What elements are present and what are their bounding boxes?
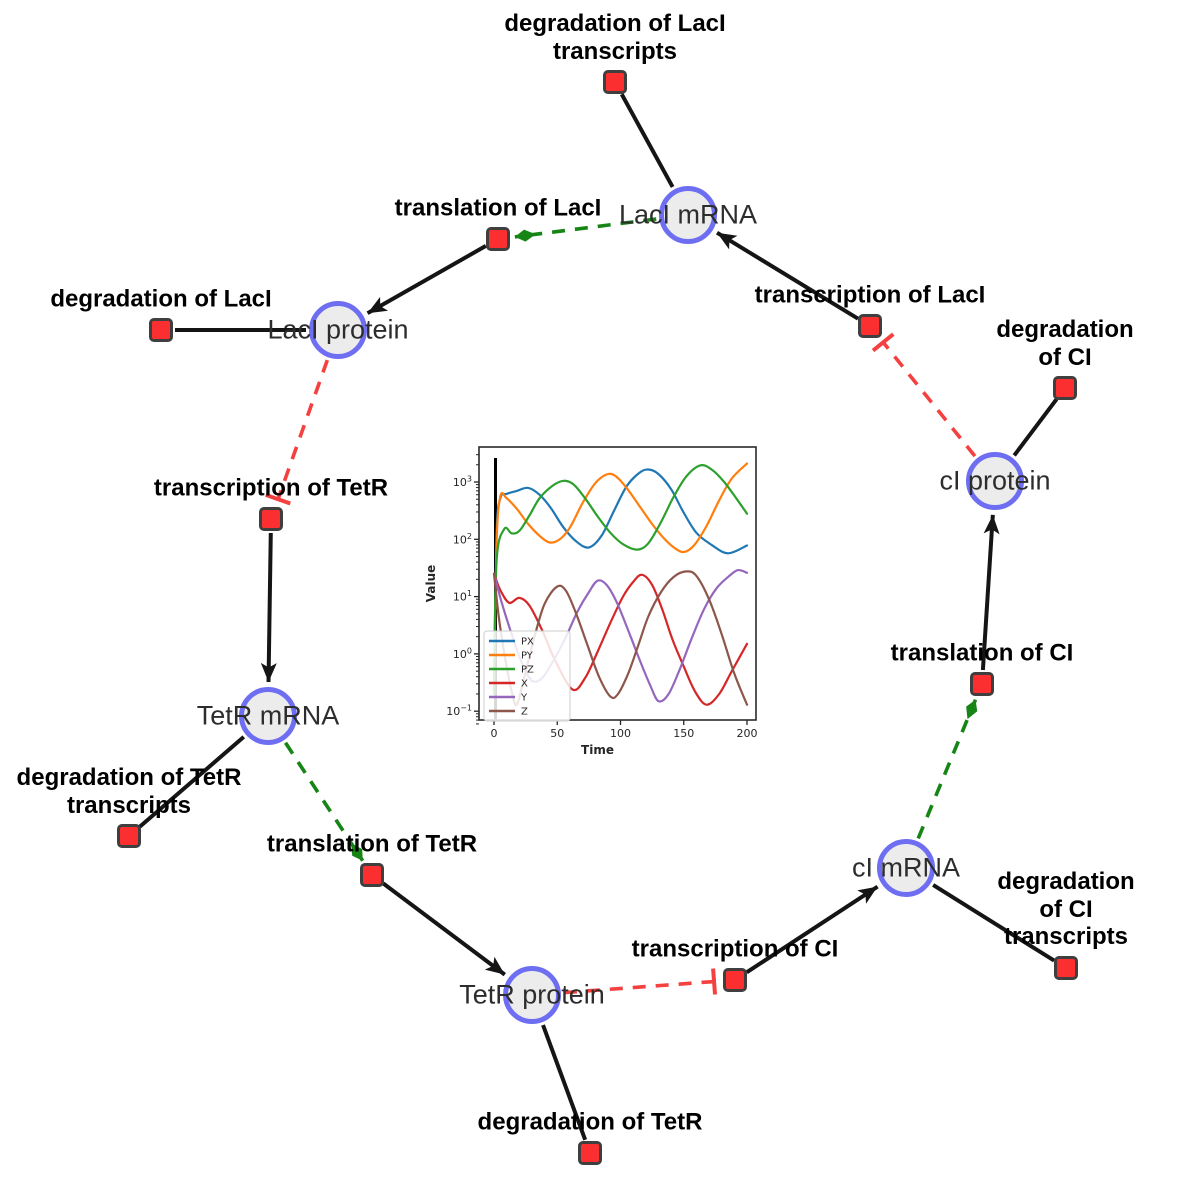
edge-product-transl_CI-cI_protein — [980, 514, 1000, 671]
reaction-node-transc_LacI[interactable] — [858, 314, 882, 338]
species-label-TetR_protein: TetR protein — [459, 979, 605, 1010]
reaction-label-transc_CI: transcription of CI — [631, 935, 839, 963]
reaction-node-deg_TetR[interactable] — [578, 1141, 602, 1165]
edge-reactant-TetR_mRNA-deg_TetR_tr — [138, 735, 246, 829]
legend-label-PX: PX — [521, 637, 534, 648]
timecourse-plot: 0 50 100 150 200 10−1 100 101 102 103 Time Value PX P… — [423, 436, 775, 768]
species-node-TetR_mRNA[interactable] — [239, 687, 297, 745]
species-label-cI_mRNA: cI mRNA — [852, 852, 960, 883]
reaction-label-deg_CI_tr: degradation of CI transcripts — [997, 868, 1135, 951]
y-tick-label: 101 — [453, 589, 472, 604]
legend-box — [483, 630, 571, 722]
y-axis-label: Value — [424, 565, 438, 603]
y-tick-label: 10−1 — [446, 704, 472, 719]
plot-frame — [478, 446, 757, 721]
species-label-LacI_protein: LacI protein — [267, 314, 409, 345]
x-tick-label: 50 — [550, 727, 564, 740]
reaction-node-transl_LacI[interactable] — [486, 227, 510, 251]
legend-label-Y: Y — [520, 693, 528, 704]
species-node-TetR_protein[interactable] — [503, 966, 561, 1024]
x-tick-label: 150 — [673, 727, 694, 740]
series-line-PX — [492, 468, 749, 696]
series-line-X — [492, 572, 749, 706]
reaction-node-transc_TetR[interactable] — [259, 507, 283, 531]
species-node-LacI_mRNA[interactable] — [659, 186, 717, 244]
edge-modifier-LacI_mRNA-transl_LacI — [514, 217, 657, 242]
reaction-label-deg_LacI_tr: degradation of LacI transcripts — [504, 9, 726, 65]
edge-inhibition-LacI_protein-transc_TetR — [265, 359, 330, 506]
edge-product-transc_TetR-TetR_mRNA — [260, 532, 277, 683]
species-label-LacI_mRNA: LacI mRNA — [618, 199, 758, 230]
x-tick-label: 100 — [610, 727, 631, 740]
reaction-node-transl_TetR[interactable] — [360, 863, 384, 887]
series-line-PZ — [492, 464, 749, 696]
x-axis-label: Time — [581, 743, 614, 757]
x-tick-label: 0 — [491, 727, 498, 740]
edge-reactant-cI_mRNA-deg_CI_tr — [932, 883, 1056, 963]
legend-label-Z: Z — [521, 707, 528, 718]
reaction-label-transc_TetR: transcription of TetR — [153, 474, 389, 502]
series-line-PY — [492, 462, 749, 696]
reaction-label-transl_CI: translation of CI — [890, 639, 1074, 667]
edge-product-transc_CI-cI_mRNA — [745, 884, 879, 975]
reaction-node-transc_CI[interactable] — [723, 968, 747, 992]
x-tick-label: 200 — [737, 727, 758, 740]
edge-product-transl_TetR-TetR_protein — [382, 881, 506, 977]
edge-reactant-LacI_mRNA-deg_LacI_tr — [619, 93, 675, 188]
edge-product-transc_LacI-LacI_mRNA — [715, 230, 860, 321]
species-node-cI_protein[interactable] — [966, 452, 1024, 510]
edge-modifier-cI_mRNA-transl_CI — [916, 699, 978, 840]
edge-modifier-TetR_mRNA-transl_TetR — [284, 741, 365, 862]
species-node-cI_mRNA[interactable] — [877, 839, 935, 897]
reaction-node-deg_LacI_tr[interactable] — [603, 70, 627, 94]
reaction-label-deg_CI: degradation of CI — [996, 315, 1134, 371]
species-label-TetR_mRNA: TetR mRNA — [196, 700, 340, 731]
reaction-label-transc_LacI: transcription of LacI — [754, 281, 986, 309]
y-tick-label: 100 — [453, 646, 472, 661]
legend-label-PY: PY — [521, 651, 534, 662]
reaction-label-deg_TetR: degradation of TetR — [477, 1108, 703, 1136]
reaction-node-deg_CI[interactable] — [1053, 376, 1077, 400]
edge-reactant-TetR_protein-deg_TetR — [541, 1024, 588, 1141]
species-label-cI_protein: cI protein — [939, 465, 1051, 496]
reaction-label-transl_TetR: translation of TetR — [266, 830, 478, 858]
legend-label-PZ: PZ — [521, 665, 534, 676]
reaction-node-deg_TetR_tr[interactable] — [117, 824, 141, 848]
y-tick-label: 103 — [453, 475, 472, 490]
edge-product-transl_LacI-LacI_protein — [366, 244, 487, 315]
edge-inhibition-cI_protein-transc_LacI — [871, 332, 977, 458]
edge-reactant-cI_protein-deg_CI — [1012, 397, 1059, 457]
reaction-node-deg_CI_tr[interactable] — [1054, 956, 1078, 980]
reaction-label-deg_LacI: degradation of LacI — [50, 285, 272, 313]
reaction-node-deg_LacI[interactable] — [149, 318, 173, 342]
reaction-node-transl_CI[interactable] — [970, 672, 994, 696]
reaction-label-deg_TetR_tr: degradation of TetR transcripts — [16, 763, 242, 819]
y-tick-label: 102 — [453, 532, 472, 547]
edge-inhibition-TetR_protein-transc_CI — [563, 968, 718, 995]
legend-label-X: X — [521, 679, 528, 690]
reaction-label-transl_LacI: translation of LacI — [394, 194, 602, 222]
species-node-LacI_protein[interactable] — [309, 301, 367, 359]
